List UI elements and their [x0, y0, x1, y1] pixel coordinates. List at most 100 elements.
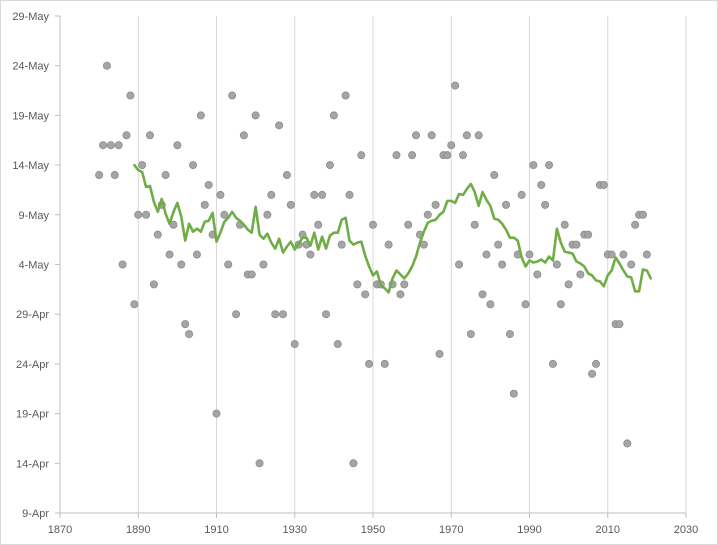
data-point	[615, 320, 624, 329]
x-tick-label: 2030	[674, 524, 698, 536]
data-point	[251, 111, 260, 120]
x-tick-label: 2010	[596, 524, 620, 536]
data-point	[455, 260, 464, 269]
data-point	[404, 220, 413, 229]
data-point	[106, 141, 115, 150]
data-point	[126, 91, 135, 100]
data-point	[638, 210, 647, 219]
data-point	[576, 270, 585, 279]
data-point	[333, 340, 342, 349]
data-point	[185, 330, 194, 339]
data-point	[478, 290, 487, 299]
data-point	[564, 280, 573, 289]
data-point	[588, 369, 597, 378]
data-point	[204, 180, 213, 189]
data-point	[192, 250, 201, 259]
data-point	[259, 260, 268, 269]
data-point	[607, 250, 616, 259]
data-point	[345, 190, 354, 199]
data-point	[384, 240, 393, 249]
data-point	[490, 171, 499, 180]
data-point	[470, 220, 479, 229]
data-point	[642, 250, 651, 259]
data-point	[325, 161, 334, 170]
x-tick-label: 1970	[439, 524, 463, 536]
x-tick-label: 1870	[48, 524, 72, 536]
data-point	[408, 151, 417, 160]
data-point	[486, 300, 495, 309]
x-tick-label: 1950	[361, 524, 385, 536]
data-point	[392, 151, 401, 160]
y-tick-label: 19-May	[12, 110, 49, 122]
data-point	[255, 459, 264, 468]
x-tick-label: 1990	[517, 524, 541, 536]
x-tick-label: 1910	[204, 524, 228, 536]
data-point	[99, 141, 108, 150]
data-point	[447, 141, 456, 150]
data-point	[458, 151, 467, 160]
data-point	[427, 131, 436, 140]
data-point	[431, 200, 440, 209]
trend-line	[133, 163, 653, 294]
data-point	[631, 220, 640, 229]
data-point	[623, 439, 632, 448]
y-tick-label: 29-May	[12, 11, 49, 23]
data-point	[435, 349, 444, 358]
data-point	[318, 190, 327, 199]
y-tick-label: 9-May	[18, 210, 49, 222]
data-point	[286, 200, 295, 209]
data-point	[161, 171, 170, 180]
data-point	[525, 250, 534, 259]
data-point	[110, 171, 119, 180]
data-point	[118, 260, 127, 269]
data-point	[142, 210, 151, 219]
data-point	[212, 409, 221, 418]
data-point	[306, 250, 315, 259]
data-point	[545, 161, 554, 170]
data-point	[400, 280, 409, 289]
data-point	[282, 171, 291, 180]
data-point	[279, 310, 288, 319]
data-point	[498, 260, 507, 269]
data-point	[537, 180, 546, 189]
data-point	[267, 190, 276, 199]
data-point	[145, 131, 154, 140]
data-point	[502, 200, 511, 209]
data-point	[138, 161, 147, 170]
x-tick-label: 1890	[126, 524, 150, 536]
data-point	[216, 190, 225, 199]
moving-average-line	[133, 163, 653, 294]
data-point	[290, 340, 299, 349]
data-point	[322, 310, 331, 319]
data-point	[548, 359, 557, 368]
data-point	[423, 210, 432, 219]
scatter-points	[95, 61, 651, 468]
data-point	[196, 111, 205, 120]
gridlines	[137, 16, 687, 513]
data-point	[102, 61, 111, 70]
data-point	[165, 250, 174, 259]
data-point	[181, 320, 190, 329]
data-point	[337, 240, 346, 249]
data-point	[232, 310, 241, 319]
data-point	[584, 230, 593, 239]
data-point	[361, 290, 370, 299]
data-point	[200, 200, 209, 209]
y-tick-label: 19-Apr	[16, 409, 49, 421]
data-point	[239, 131, 248, 140]
data-point	[541, 200, 550, 209]
data-point	[368, 220, 377, 229]
data-point	[533, 270, 542, 279]
data-point	[263, 210, 272, 219]
y-tick-label: 24-Apr	[16, 359, 49, 371]
data-point	[114, 141, 123, 150]
data-point	[177, 260, 186, 269]
data-point	[521, 300, 530, 309]
data-point	[122, 131, 131, 140]
data-point	[134, 210, 143, 219]
data-point	[451, 81, 460, 90]
data-point	[482, 250, 491, 259]
tick-labels: 1870 1890 1910 1930 1950 1970 1990 2010 2030 9-Ap…	[12, 11, 698, 536]
y-tick-label: 9-Apr	[22, 508, 49, 520]
